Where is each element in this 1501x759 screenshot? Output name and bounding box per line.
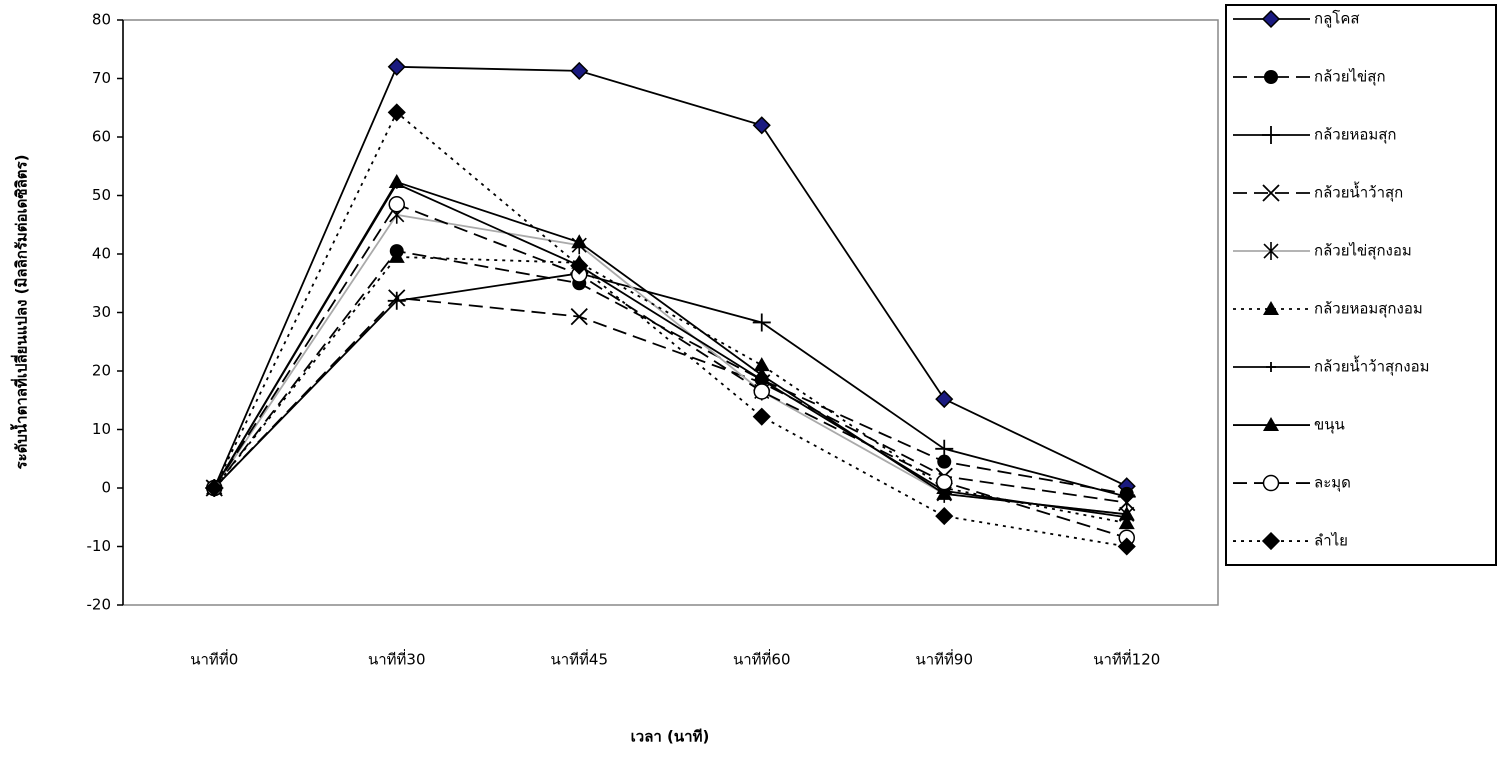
x-tick-label: นาทีที่45 (550, 649, 608, 669)
x-tick-label: นาทีที่90 (915, 649, 973, 669)
legend-marker (1264, 70, 1278, 84)
y-tick-label: 20 (92, 362, 111, 380)
y-tick-label: 30 (92, 303, 111, 321)
legend-label: กลูโคส (1314, 10, 1360, 28)
data-point (389, 174, 405, 188)
data-point (389, 59, 405, 75)
legend-label: กล้วยไข่สุก (1314, 68, 1386, 87)
y-tick-label: 60 (92, 128, 111, 146)
legend-label: ลำไย (1314, 532, 1348, 550)
chart: เวลา (นาที) ระดับน้ำตาลที่เปลี่ยนแปลง (ม… (0, 0, 1501, 759)
y-tick-label: -10 (87, 537, 112, 555)
plot-frame (123, 20, 1218, 605)
y-tick-label: 80 (92, 11, 111, 29)
x-tick-label: นาทีที่0 (190, 649, 238, 669)
x-axis-label: เวลา (นาที) (631, 728, 710, 746)
data-point (937, 475, 952, 490)
page: เวลา (นาที) ระดับน้ำตาลที่เปลี่ยนแปลง (ม… (0, 0, 1501, 759)
series-line (214, 184, 1127, 517)
y-tick-label: 0 (101, 479, 111, 497)
series-line (214, 67, 1127, 488)
legend-label: กล้วยน้ำว้าสุกงอม (1314, 356, 1429, 377)
data-point (936, 508, 952, 524)
legend-label: กล้วยไข่สุกงอม (1314, 242, 1412, 261)
series-line (214, 298, 1127, 503)
series-line (214, 112, 1127, 546)
legend-label: กล้วยหอมสุก (1314, 126, 1397, 145)
x-tick-label: นาทีที่120 (1093, 649, 1160, 669)
y-axis-label: ระดับน้ำตาลที่เปลี่ยนแปลง (มิลลิกรัมต่อเ… (10, 155, 31, 470)
data-point (571, 63, 587, 79)
data-point (935, 440, 953, 458)
legend-label: ขนุน (1314, 416, 1345, 435)
series-line (214, 251, 1127, 494)
y-tick-label: 10 (92, 420, 111, 438)
series-line (214, 204, 1127, 537)
legend-marker (1264, 476, 1279, 491)
x-tick-label: นาทีที่60 (733, 649, 791, 669)
y-tick-label: 70 (92, 69, 111, 87)
data-point (754, 409, 770, 425)
data-point (389, 197, 404, 212)
data-point (936, 391, 952, 407)
data-point (754, 117, 770, 133)
data-point (753, 313, 771, 331)
legend-label: กล้วยหอมสุกงอม (1314, 300, 1423, 319)
legend-label: กล้วยน้ำว้าสุก (1314, 182, 1403, 203)
data-point (754, 384, 769, 399)
y-tick-label: 50 (92, 186, 111, 204)
y-tick-label: 40 (92, 245, 111, 263)
y-tick-label: -20 (87, 596, 112, 614)
legend-label: ละมุด (1314, 474, 1351, 493)
series-line (214, 273, 1127, 496)
x-tick-label: นาทีที่30 (368, 649, 426, 669)
